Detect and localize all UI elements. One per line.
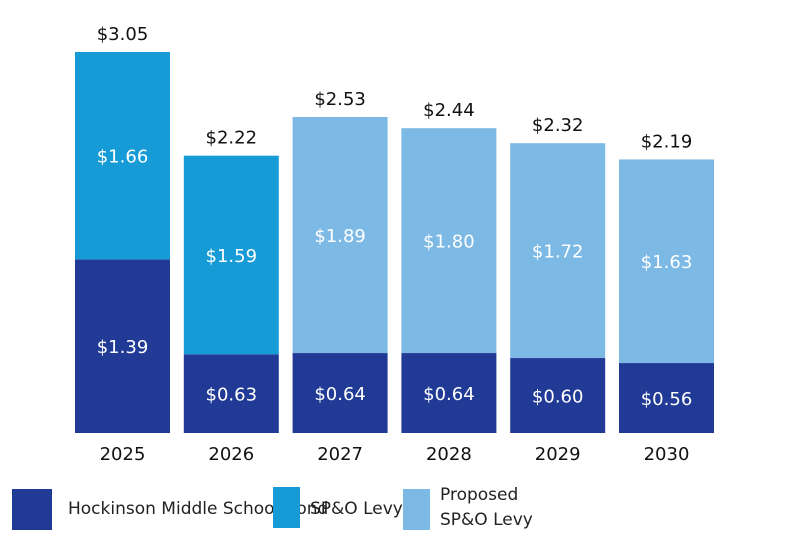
x-tick-label: 2029 — [535, 444, 581, 465]
legend-label-bond: Hockinson Middle School Bond — [68, 499, 329, 519]
bar-total-label: $2.19 — [641, 131, 693, 152]
bar-value-label: $1.66 — [97, 147, 149, 168]
bar-value-label: $0.56 — [641, 389, 693, 410]
bar-value-label: $0.64 — [314, 384, 366, 405]
bar-segment — [292, 353, 388, 433]
bar-total-label: $2.32 — [532, 115, 584, 136]
bar-value-label: $0.64 — [423, 384, 475, 405]
bar-segment — [183, 354, 279, 433]
bar-segment — [401, 128, 497, 354]
legend-swatch-bond — [12, 489, 52, 530]
bar-value-label: $1.59 — [206, 246, 258, 267]
legend-swatch-proposed — [403, 489, 430, 530]
bar-segment — [183, 155, 279, 355]
legend-swatch-levy — [273, 487, 300, 528]
x-tick-label: 2028 — [426, 444, 472, 465]
stacked-bar-chart: $1.39 $1.66 $3.05 2025 $0.63 $1.59 $2.22 2026 $0… — [75, 24, 714, 465]
bar-value-label: $0.63 — [206, 385, 258, 406]
bar-segment — [619, 159, 714, 364]
x-tick-label: 2027 — [317, 444, 363, 465]
bar-total-label: $2.44 — [423, 100, 475, 121]
bar-segment — [510, 358, 606, 433]
bar-segment — [75, 259, 170, 433]
x-tick-label: 2030 — [644, 444, 690, 465]
x-tick-label: 2026 — [208, 444, 254, 465]
legend-label-proposed-line2: SP&O Levy — [440, 510, 533, 530]
bar-total-label: $2.22 — [206, 128, 258, 149]
x-tick-label: 2025 — [100, 444, 146, 465]
bar-segment — [619, 363, 714, 433]
bar-total-label: $2.53 — [314, 89, 366, 110]
bar-segment — [510, 143, 606, 359]
bar-segment — [292, 116, 388, 354]
bar-value-label: $1.63 — [641, 252, 693, 273]
bar-total-label: $3.05 — [97, 24, 149, 45]
bar-value-label: $1.80 — [423, 232, 475, 253]
legend-label-proposed-line1: Proposed — [440, 485, 519, 505]
bar-value-label: $1.39 — [97, 337, 149, 358]
legend-label-levy: SP&O Levy — [310, 499, 403, 519]
bar-value-label: $1.89 — [314, 226, 366, 247]
bar-value-label: $1.72 — [532, 242, 584, 263]
bar-segment — [75, 52, 170, 260]
bar-segment — [401, 353, 497, 433]
bar-value-label: $0.60 — [532, 387, 584, 408]
